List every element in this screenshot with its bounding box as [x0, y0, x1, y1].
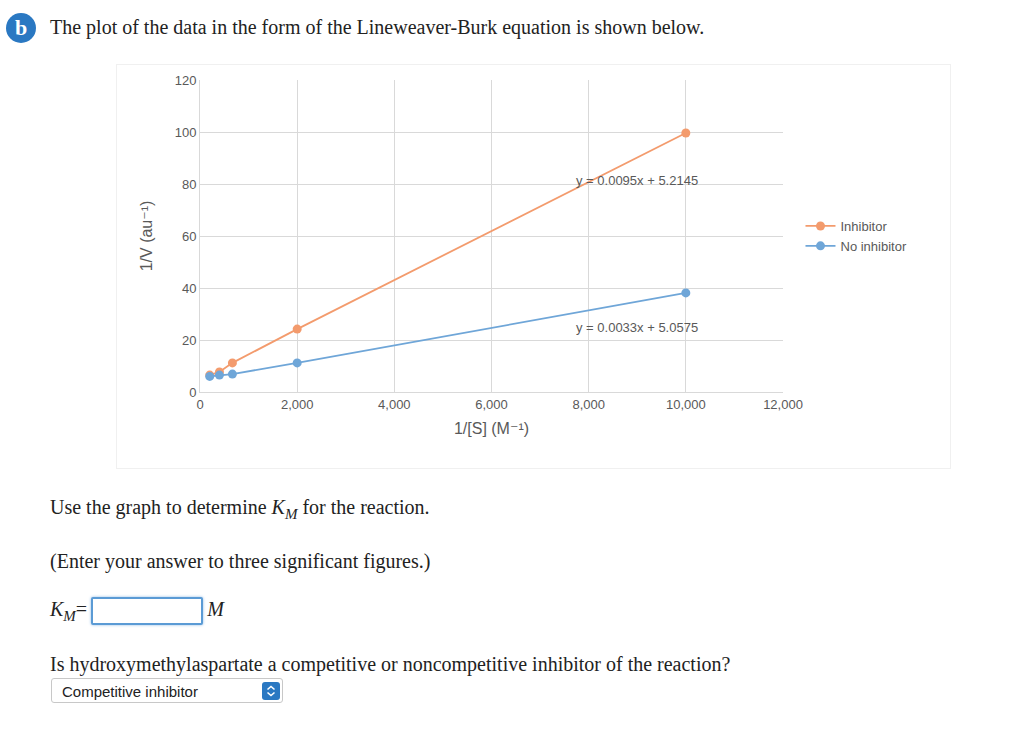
svg-text:80: 80 [182, 177, 196, 192]
html-text:KM=: KM= [50, 597, 88, 624]
svg-text:120: 120 [175, 73, 197, 88]
html-text:b: b [14, 15, 28, 40]
html-text:Is hydroxymethylaspartate a co: Is hydroxymethylaspartate a competitive … [50, 653, 731, 675]
svg-text:y = 0.0095x + 5.2145: y = 0.0095x + 5.2145 [576, 173, 698, 188]
svg-text:4,000: 4,000 [378, 397, 411, 412]
svg-text:0: 0 [196, 397, 203, 412]
svg-text:10,000: 10,000 [666, 397, 706, 412]
html-text:The plot of the data in the fo: The plot of the data in the form of the … [50, 16, 705, 38]
svg-text:60: 60 [182, 229, 196, 244]
svg-text:40: 40 [182, 281, 196, 296]
html-text:M: M [207, 597, 224, 620]
svg-text:0: 0 [189, 385, 196, 400]
svg-text:1/V (au⁻¹): 1/V (au⁻¹) [138, 201, 155, 272]
svg-text:8,000: 8,000 [572, 397, 605, 412]
html-text:Competitive inhibitor: Competitive inhibitor [62, 683, 198, 700]
svg-text:12,000: 12,000 [763, 397, 803, 412]
svg-text:y = 0.0033x + 5.0575: y = 0.0033x + 5.0575 [576, 320, 698, 335]
svg-text:20: 20 [182, 333, 196, 348]
svg-text:No inhibitor: No inhibitor [840, 239, 906, 254]
svg-text:6,000: 6,000 [475, 397, 508, 412]
svg-text:100: 100 [175, 125, 197, 140]
svg-text:Inhibitor: Inhibitor [840, 219, 887, 234]
html-text:Use the graph to determine KMf: Use the graph to determine KMfor the rea… [50, 496, 430, 522]
svg-text:1/[S] (M⁻¹): 1/[S] (M⁻¹) [454, 420, 529, 437]
html-text:(Enter your answer to three si: (Enter your answer to three significant … [50, 550, 431, 572]
svg-text:2,000: 2,000 [281, 397, 314, 412]
